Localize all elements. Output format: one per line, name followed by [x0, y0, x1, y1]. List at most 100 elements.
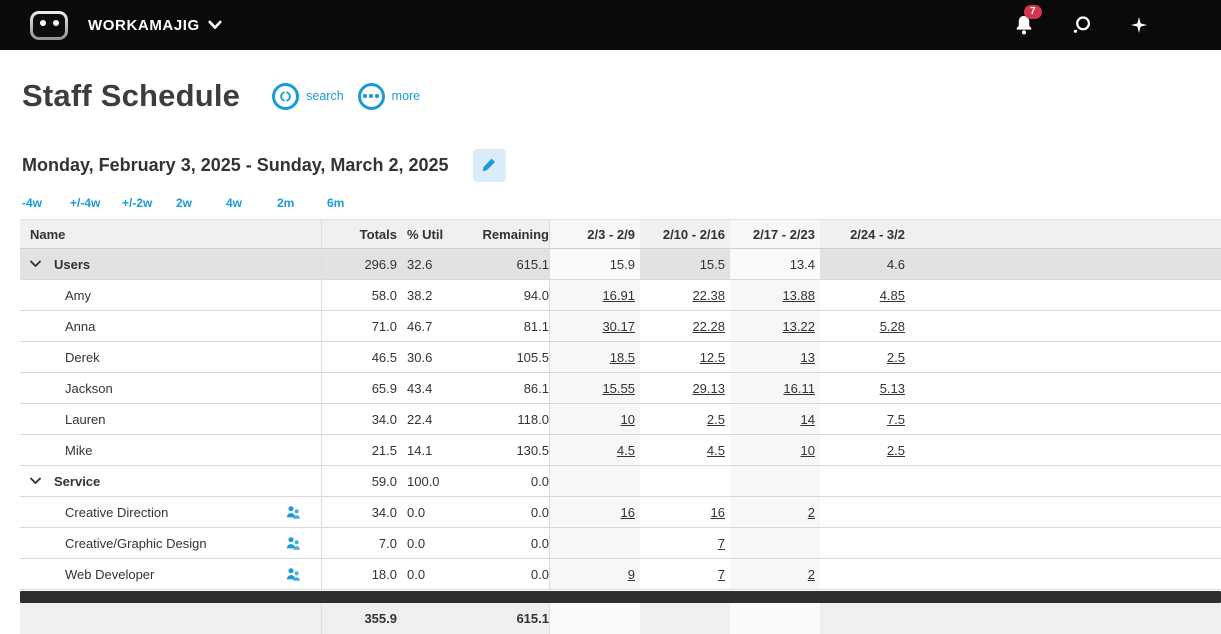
week-value-link[interactable]: 4.85 [879, 287, 905, 303]
week-value-link[interactable]: 2.5 [886, 442, 905, 458]
range-link-minus4w[interactable]: -4w [22, 195, 43, 210]
range-link-4w[interactable]: 4w [226, 195, 243, 210]
week-value-link[interactable]: 2.5 [886, 349, 905, 365]
week-value-link[interactable]: 14 [800, 411, 815, 427]
week-cell: 7.5 [820, 404, 910, 434]
title-row: Staff Schedule search more [20, 76, 1221, 116]
remaining-cell: 0.0 [461, 497, 550, 527]
week-cell: 2.5 [640, 404, 730, 434]
week-value-link[interactable]: 7 [717, 535, 725, 551]
row-name: Anna [65, 318, 96, 334]
week-value-link[interactable]: 22.28 [692, 318, 725, 334]
range-link-6m[interactable]: 6m [327, 195, 345, 210]
notifications-bell-icon[interactable]: 7 [1014, 5, 1042, 36]
name-cell: Amy [20, 280, 322, 310]
week-value-link[interactable]: 29.13 [692, 380, 725, 396]
util-cell: 43.4 [407, 380, 433, 396]
week-value-link[interactable]: 16.91 [602, 287, 635, 303]
week-value-link[interactable]: 5.28 [879, 318, 905, 334]
week-cell: 16.11 [730, 373, 820, 403]
week-value-link[interactable]: 22.38 [692, 287, 725, 303]
table-row: Users 296.9 32.6 615.1 15.9 15.5 13.4 4.… [20, 249, 1221, 280]
people-icon[interactable] [286, 536, 301, 554]
week-cell [820, 497, 910, 527]
search-toggle-icon [272, 82, 300, 110]
totals-cell: 59.0 [371, 473, 397, 489]
name-cell: Creative/Graphic Design [20, 528, 322, 558]
week-value-link[interactable]: 30.17 [602, 318, 635, 334]
horizontal-scrollbar[interactable] [20, 591, 1221, 603]
week-value-link[interactable]: 5.13 [879, 380, 905, 396]
week-value-link[interactable]: 7 [717, 566, 725, 582]
week-value-link[interactable]: 2.5 [706, 411, 725, 427]
row-filler [910, 342, 1221, 372]
header-util: % Util [407, 226, 444, 242]
remaining-cell: 130.5 [461, 435, 550, 465]
table-row: Derek 46.5 30.6 105.5 18.5 12.5 13 2.5 [20, 342, 1221, 373]
row-filler [910, 559, 1221, 589]
week-value-link[interactable]: 2 [807, 504, 815, 520]
name-cell: Web Developer [20, 559, 322, 589]
chevron-down-icon[interactable] [30, 260, 41, 268]
week-value-link[interactable]: 12.5 [699, 349, 725, 365]
week-cell: 15.9 [550, 249, 640, 279]
range-link-2m[interactable]: 2m [277, 195, 295, 210]
header-week-1: 2/3 - 2/9 [550, 220, 640, 248]
table-row: Creative Direction 34.0 0.0 0.0 16 16 2 [20, 497, 1221, 528]
week-cell: 4.5 [640, 435, 730, 465]
workamajig-logo-icon [30, 10, 68, 40]
week-value-link[interactable]: 13.22 [782, 318, 815, 334]
range-link-plusminus2w[interactable]: +/-2w [122, 195, 153, 210]
header-week-2: 2/10 - 2/16 [662, 226, 725, 242]
week-value-link[interactable]: 4.5 [616, 442, 635, 458]
brand-menu[interactable]: WORKAMAJIG [88, 17, 222, 34]
name-cell: Anna [20, 311, 322, 341]
header-name: Name [20, 220, 322, 248]
edit-date-range-button[interactable] [472, 148, 506, 182]
week-value-link[interactable]: 16 [620, 504, 635, 520]
week-value-link[interactable]: 13 [800, 349, 815, 365]
row-filler [910, 528, 1221, 558]
row-filler [910, 280, 1221, 310]
row-name: Derek [65, 349, 100, 365]
range-link-plusminus4w[interactable]: +/-4w [70, 195, 101, 210]
week-cell: 2 [730, 497, 820, 527]
row-name: Lauren [65, 411, 106, 427]
week-value-link[interactable]: 16.11 [783, 380, 815, 396]
header-remaining: Remaining [461, 220, 550, 248]
week-value-link[interactable]: 18.5 [609, 349, 635, 365]
people-icon[interactable] [286, 505, 301, 523]
util-cell: 100.0 [407, 473, 440, 489]
util-cell: 32.6 [407, 256, 433, 272]
week-value-link[interactable]: 2 [807, 566, 815, 582]
week-value-link[interactable]: 16 [710, 504, 725, 520]
week-value-link[interactable]: 10 [620, 411, 635, 427]
totals-cell: 7.0 [378, 535, 397, 551]
search-icon[interactable] [1071, 15, 1092, 36]
page-content: Staff Schedule search more Monday, Febru… [0, 76, 1221, 634]
name-cell: Mike [20, 435, 322, 465]
range-links: -4w +/-4w +/-2w 2w 4w 2m 6m [20, 195, 1221, 210]
week-value-link[interactable]: 10 [800, 442, 815, 458]
people-icon[interactable] [286, 567, 301, 585]
week-value-link[interactable]: 13.88 [782, 287, 815, 303]
chevron-down-icon [208, 20, 222, 29]
week-value-link[interactable]: 4.5 [706, 442, 725, 458]
range-link-2w[interactable]: 2w [176, 195, 193, 210]
add-plus-icon[interactable] [1129, 15, 1149, 35]
search-button[interactable]: search [272, 82, 344, 110]
more-button[interactable]: more [357, 82, 420, 110]
table-row: Creative/Graphic Design 7.0 0.0 0.0 7 [20, 528, 1221, 559]
table-row: Amy 58.0 38.2 94.0 16.91 22.38 13.88 4.8… [20, 280, 1221, 311]
week-cell: 2.5 [820, 342, 910, 372]
row-name: Service [54, 473, 101, 489]
chevron-down-icon[interactable] [30, 477, 41, 485]
week-cell: 2 [730, 559, 820, 589]
table-body: Users 296.9 32.6 615.1 15.9 15.5 13.4 4.… [20, 249, 1221, 590]
week-cell: 4.5 [550, 435, 640, 465]
week-value-link[interactable]: 9 [627, 566, 635, 582]
week-value-link[interactable]: 15.55 [602, 380, 635, 396]
week-value-link[interactable]: 7.5 [886, 411, 905, 427]
util-cell: 0.0 [407, 535, 426, 551]
week-cell: 16 [550, 497, 640, 527]
